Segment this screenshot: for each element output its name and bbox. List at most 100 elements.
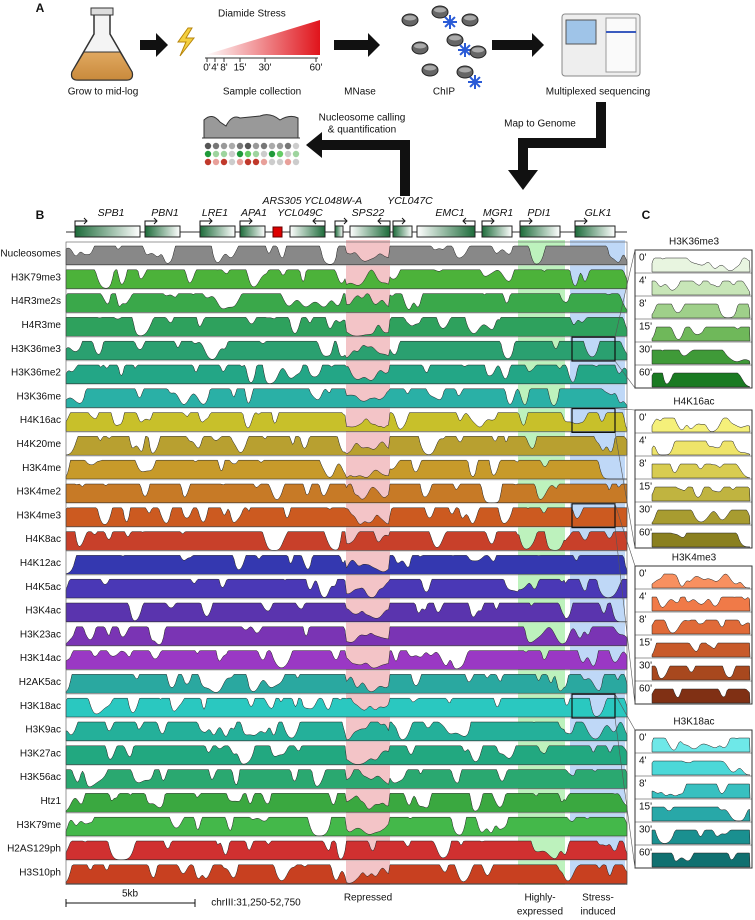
scale-label: 5kb [122,889,139,900]
strand-arrow [74,217,88,226]
group-title: H3K36me3 [669,237,719,248]
strand-arrow [574,217,588,226]
strand-arrow [481,217,495,226]
dot [236,142,244,150]
time-label: 8' [639,779,647,790]
strand-arrow [377,217,391,226]
mini-track [651,760,751,776]
gene-label: SPS22 [352,207,385,219]
stress-wedge [205,20,320,55]
nucleosome-top [449,35,461,41]
signal-track [65,650,628,670]
signal-track [65,459,627,480]
mini-track [651,349,751,365]
time-label: 0' [203,63,211,74]
mini-track [651,642,751,658]
dot [268,150,276,158]
nucleosome-top [404,15,416,21]
track-label: H3K36me [17,391,62,402]
gene-box [519,225,561,238]
nucleosome-top [424,65,436,71]
zoom-line [614,360,636,389]
scale-bar [65,899,196,907]
gene-box [289,225,326,238]
group-title: H4K16ac [673,397,714,408]
mini-track [651,783,751,799]
region-label: expressed [517,907,563,918]
gene-label: LRE1 [202,207,228,219]
time-label: 8' [639,299,647,310]
dot [220,150,228,158]
dot [212,150,220,158]
strand-arrow [392,217,406,226]
gene-label: PBN1 [151,207,178,219]
dot [236,158,244,166]
track-label: H3K36me2 [11,368,61,379]
zoom-line [614,527,636,705]
track-label: H3K4me3 [17,510,62,521]
dot [284,158,292,166]
signal-track [65,626,628,646]
track-label: H3K4me [22,463,61,474]
strand-arrow [144,217,158,226]
signal-track [65,769,628,789]
gene-label: ARS305 [261,195,301,207]
label: & quantification [328,125,396,136]
time-label: 30' [639,505,652,516]
signal-track [65,840,628,861]
dot [228,142,236,150]
nucleosome-top [472,47,484,53]
label: MNase [344,87,376,98]
track-label: H3K4ac [25,606,61,617]
gene-label: MGR1 [483,207,513,219]
time-label: 15' [639,802,652,813]
gene-box [392,225,413,238]
gene-label: YCL049C [277,207,323,219]
time-label: 4' [639,436,647,447]
time-label: 15' [639,322,652,333]
profile [203,114,299,139]
time-label: 15' [639,482,652,493]
mini-track [651,596,751,612]
track-label: H4R3me [22,320,62,331]
strand-arrow [519,217,533,226]
mini-track [651,440,751,456]
dot [228,150,236,158]
gene-label: YCL048W-A [304,195,362,207]
track-label: H3K18ac [20,701,61,712]
mini-track [651,509,751,525]
label: Diamide Stress [218,9,286,20]
track-label: H4K12ac [20,558,61,569]
strand-arrow [334,217,348,226]
dot [284,142,292,150]
antibody [449,16,456,23]
track-label: H4K8ac [25,534,61,545]
mini-track [651,303,751,319]
signal-track [65,388,628,408]
dot [276,158,284,166]
dot [268,158,276,166]
time-label: 4' [639,276,647,287]
gene-box [416,225,476,238]
signal-track [65,578,628,599]
gene-label: EMC1 [435,207,464,219]
flask-media [71,51,133,81]
time-label: 60' [639,528,652,539]
zoom-line [614,249,636,338]
region-label: Stress- [582,893,614,904]
nucleosome-top [459,67,471,73]
gene-box [239,225,266,238]
gene-label: GLK1 [585,207,612,219]
mini-track [651,486,751,502]
signal-track [65,245,628,266]
mini-track [651,573,751,589]
dot [284,150,292,158]
track-label: H3K4me2 [17,487,62,498]
mini-track [651,737,751,753]
mini-track [651,372,751,388]
dot [260,158,268,166]
region-label: Repressed [344,893,392,904]
panel-label: C [642,208,651,222]
signal-track [65,531,628,551]
